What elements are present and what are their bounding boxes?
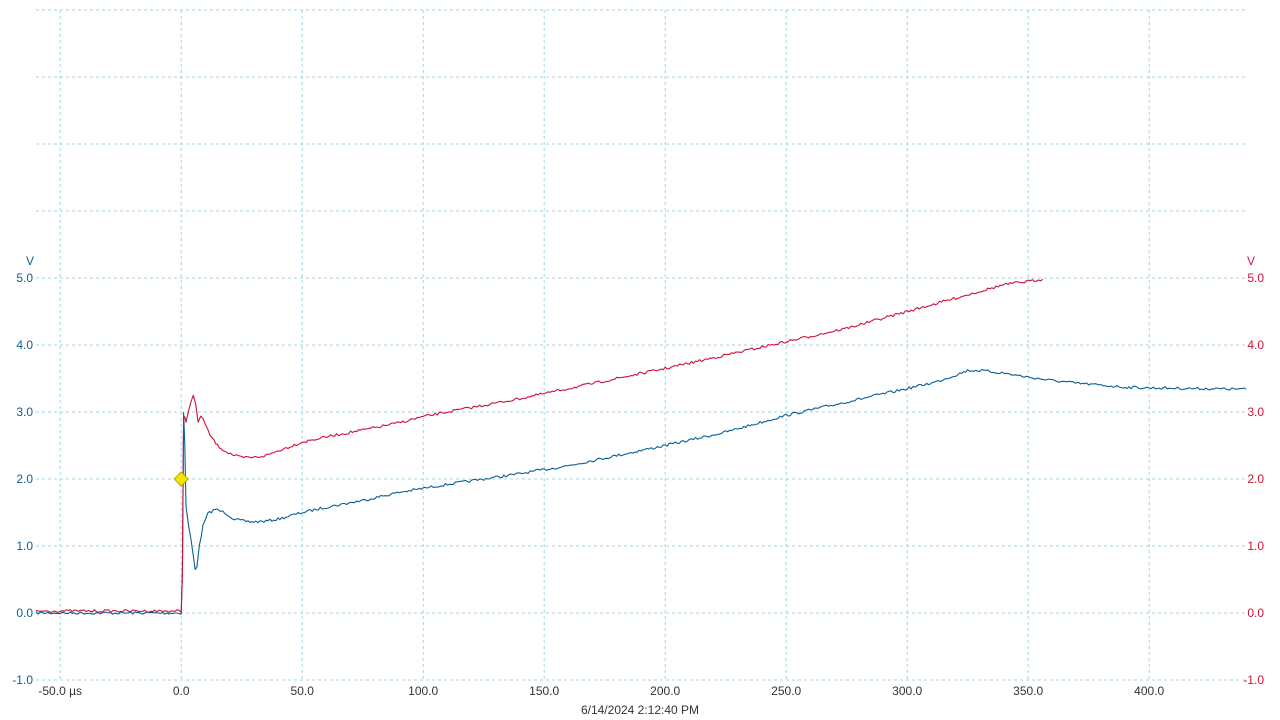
x-tick-label: 300.0: [892, 684, 922, 698]
left-axis: V -1.0 0.0 1.0 2.0 3.0 4.0 5.0: [12, 254, 34, 687]
right-tick-label: 4.0: [1247, 338, 1264, 352]
left-tick-label: 3.0: [16, 405, 33, 419]
x-tick-label: -50.0 µs: [38, 684, 82, 698]
right-axis-unit: V: [1247, 254, 1255, 268]
left-tick-label: -1.0: [12, 673, 33, 687]
acquisition-timestamp: 6/14/2024 2:12:40 PM: [580, 703, 700, 717]
left-axis-unit: V: [26, 254, 34, 268]
right-tick-label: 1.0: [1247, 539, 1264, 553]
left-tick-label: 4.0: [16, 338, 33, 352]
x-tick-label: 200.0: [650, 684, 680, 698]
left-tick-label: 2.0: [16, 472, 33, 486]
trigger-marker-icon[interactable]: [173, 471, 189, 487]
trigger-marker-layer[interactable]: [173, 471, 189, 487]
left-tick-label: 1.0: [16, 539, 33, 553]
right-tick-label: -1.0: [1243, 673, 1264, 687]
traces: [35, 278, 1247, 615]
left-tick-label: 0.0: [16, 606, 33, 620]
x-tick-label: 50.0: [291, 684, 315, 698]
right-tick-label: 2.0: [1247, 472, 1264, 486]
grid: [36, 9, 1246, 681]
x-tick-label: 150.0: [529, 684, 559, 698]
x-tick-label: 400.0: [1134, 684, 1164, 698]
right-tick-label: 5.0: [1247, 271, 1264, 285]
trace-ch2: [35, 278, 1044, 613]
left-tick-label: 5.0: [16, 271, 33, 285]
x-tick-label: 250.0: [771, 684, 801, 698]
trace-ch1: [35, 368, 1247, 615]
right-tick-label: 3.0: [1247, 405, 1264, 419]
right-tick-label: 0.0: [1247, 606, 1264, 620]
x-tick-label: 100.0: [408, 684, 438, 698]
right-axis: V -1.0 0.0 1.0 2.0 3.0 4.0 5.0: [1243, 254, 1264, 687]
x-tick-label: 0.0: [173, 684, 190, 698]
x-axis: -50.0 µs 0.0 50.0 100.0 150.0 200.0 250.0 300.0…: [38, 684, 1164, 698]
x-tick-label: 350.0: [1013, 684, 1043, 698]
